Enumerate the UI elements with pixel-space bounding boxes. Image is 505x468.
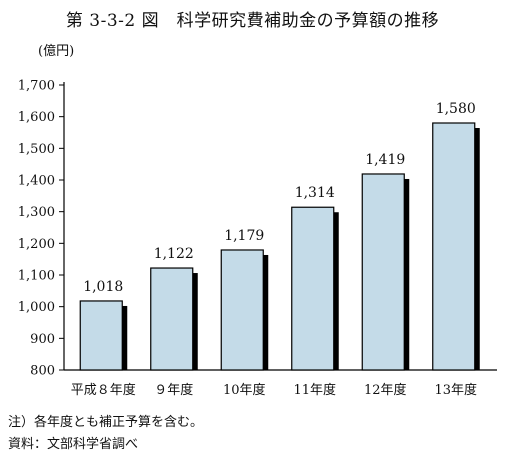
x-axis-labels: 平成８年度 ９年度 10年度 11年度 12年度 13年度 bbox=[71, 382, 477, 398]
footnote: 注）各年度とも補正予算を含む。 bbox=[8, 415, 204, 430]
bar bbox=[79, 300, 123, 371]
x-category-label: 12年度 bbox=[364, 382, 407, 398]
x-category-label: 10年度 bbox=[223, 382, 266, 398]
bar-series bbox=[79, 122, 480, 371]
bar-value-label: 1,314 bbox=[295, 185, 335, 201]
y-tick-label: 1,700 bbox=[18, 79, 55, 94]
bar bbox=[150, 267, 194, 371]
y-tick-label: 1,100 bbox=[18, 269, 55, 284]
source-note: 資料：文部科学省調べ bbox=[8, 437, 139, 452]
bar-value-label: 1,179 bbox=[224, 228, 264, 244]
value-labels: 1,018 1,122 1,179 1,314 1,419 1,580 bbox=[83, 101, 476, 295]
chart-axes bbox=[63, 82, 497, 371]
y-axis-ticks: 800 900 1,000 1,100 1,200 1,300 1,400 1,500 1,60… bbox=[18, 79, 64, 379]
y-tick-label: 1,200 bbox=[18, 237, 55, 252]
y-tick-label: 900 bbox=[30, 332, 55, 347]
x-category-label: 平成８年度 bbox=[71, 382, 136, 398]
x-category-label: 11年度 bbox=[293, 382, 336, 398]
bar-value-label: 1,580 bbox=[436, 101, 476, 117]
y-tick-label: 1,600 bbox=[18, 110, 55, 125]
bar bbox=[291, 206, 335, 371]
bar-value-label: 1,018 bbox=[83, 279, 123, 295]
bar-value-label: 1,419 bbox=[365, 152, 405, 168]
bar bbox=[432, 122, 476, 371]
x-category-label: 13年度 bbox=[434, 382, 477, 398]
y-tick-label: 800 bbox=[30, 364, 55, 379]
chart-title: 第 3-3-2 図 科学研究費補助金の予算額の推移 bbox=[65, 11, 440, 31]
y-tick-label: 1,000 bbox=[18, 300, 55, 315]
bar bbox=[220, 249, 264, 371]
bar-value-label: 1,122 bbox=[154, 246, 194, 262]
y-tick-label: 1,500 bbox=[18, 142, 55, 157]
y-tick-label: 1,300 bbox=[18, 205, 55, 220]
bar bbox=[361, 173, 405, 371]
x-category-label: ９年度 bbox=[154, 382, 193, 398]
y-axis-unit-label: (億円) bbox=[38, 44, 75, 59]
y-tick-label: 1,400 bbox=[18, 174, 55, 189]
